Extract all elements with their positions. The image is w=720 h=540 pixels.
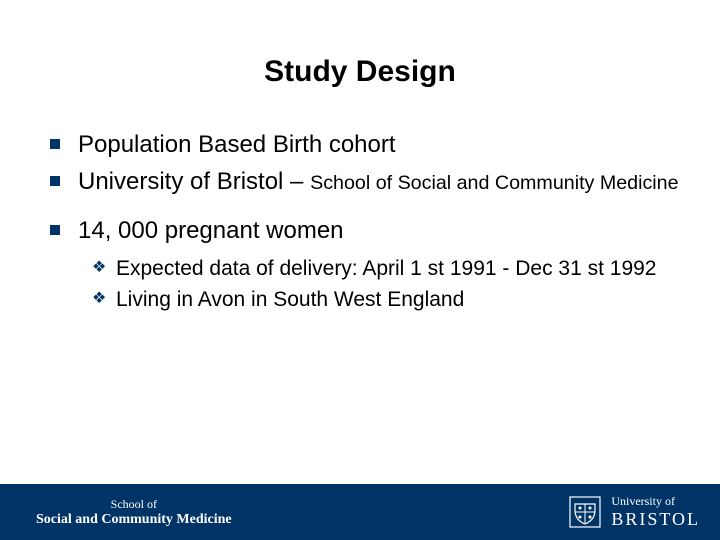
bullet-item: University of Bristol – School of Social… [50,166,690,197]
bullet-text: 14, 000 pregnant women [78,217,344,244]
sub-bullet-list: Expected data of delivery: April 1 st 19… [92,255,690,314]
footer-left: School of Social and Community Medicine [36,497,232,528]
bullet-list: Population Based Birth cohort University… [50,129,690,197]
bullet-subtext: School of Social and Community Medicine [310,172,678,194]
footer-left-line2: Social and Community Medicine [36,512,232,528]
spacer [30,203,690,215]
slide-content: Study Design Population Based Birth coho… [0,0,720,484]
bristol-crest-icon [569,496,601,528]
slide: Study Design Population Based Birth coho… [0,0,720,540]
bullet-text: Population Based Birth cohort [78,131,396,158]
footer-right: University of BRISTOL [569,494,700,530]
footer-right-text: University of BRISTOL [611,494,700,530]
sub-bullet-text: Expected data of delivery: April 1 st 19… [116,257,656,280]
bullet-list: 14, 000 pregnant women [50,215,690,246]
footer-right-line2: BRISTOL [611,509,700,530]
sub-bullet-text: Living in Avon in South West England [116,288,464,311]
sub-bullet-item: Living in Avon in South West England [92,286,690,313]
sub-bullet-item: Expected data of delivery: April 1 st 19… [92,255,690,282]
slide-title: Study Design [30,55,690,89]
footer-right-line1: University of [611,494,700,509]
footer-left-line1: School of [36,497,232,512]
bullet-item: 14, 000 pregnant women [50,215,690,246]
bullet-text: University of Bristol – [78,168,310,195]
slide-footer: School of Social and Community Medicine … [0,484,720,540]
bullet-item: Population Based Birth cohort [50,129,690,160]
